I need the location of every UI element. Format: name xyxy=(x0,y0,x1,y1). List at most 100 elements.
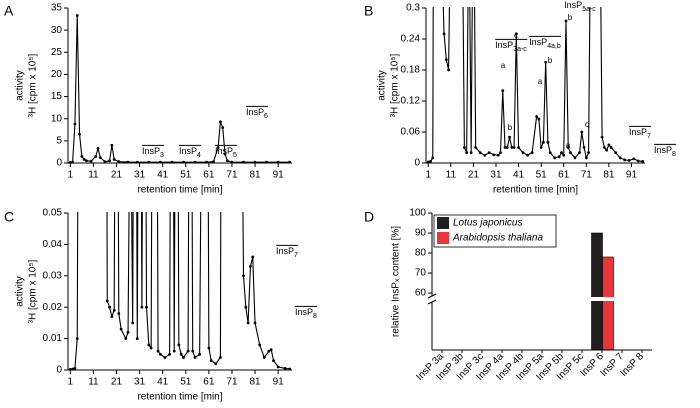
point xyxy=(112,308,116,312)
point xyxy=(483,153,487,157)
point xyxy=(503,146,507,149)
annotation: a xyxy=(538,77,543,86)
x-tick-label: 41 xyxy=(157,377,169,388)
point xyxy=(68,367,72,371)
point xyxy=(110,315,114,319)
point xyxy=(512,146,516,149)
point xyxy=(85,159,88,163)
point xyxy=(97,55,100,58)
point xyxy=(145,305,148,309)
annotation-sub: 6 xyxy=(264,113,268,120)
point xyxy=(564,19,568,23)
annotation-text: InsP xyxy=(276,246,294,256)
point xyxy=(272,359,275,362)
point xyxy=(98,156,102,160)
x-tick-label: 41 xyxy=(513,170,525,181)
annotation: c xyxy=(585,120,589,129)
annotation-text: InsP xyxy=(142,146,160,156)
annotation: b xyxy=(548,56,553,65)
point xyxy=(623,158,627,162)
y-axis-label: activity xyxy=(15,70,26,101)
y-tick-label: 0.12 xyxy=(401,96,421,107)
point xyxy=(546,140,550,144)
x-tick-label: 1 xyxy=(68,377,74,388)
annotation: b xyxy=(508,123,513,132)
point xyxy=(499,151,502,155)
point xyxy=(193,160,197,164)
point xyxy=(172,349,176,353)
point xyxy=(163,356,167,359)
x-tick-label: 1 xyxy=(68,170,74,181)
point xyxy=(135,160,139,164)
point xyxy=(618,156,622,160)
annotation-text: InsP xyxy=(295,307,313,317)
y-tick-label: 20 xyxy=(51,69,63,80)
point xyxy=(429,160,432,163)
x-tick-label: 81 xyxy=(603,170,615,181)
point xyxy=(244,305,248,309)
point xyxy=(179,352,183,356)
point xyxy=(177,343,181,347)
annotation-sub: 3a-c xyxy=(513,46,527,53)
point xyxy=(191,349,195,353)
point xyxy=(103,160,107,164)
annotation-sub: 7 xyxy=(294,252,298,259)
point xyxy=(156,349,160,353)
point xyxy=(578,151,581,155)
point xyxy=(537,117,541,121)
point xyxy=(129,55,132,58)
point xyxy=(158,160,162,164)
point xyxy=(71,160,75,164)
point xyxy=(444,58,448,62)
x-tick-label: 11 xyxy=(446,170,457,181)
point xyxy=(627,159,631,162)
x-tick-label: InsP 8 xyxy=(618,351,646,379)
panel-letter: D xyxy=(364,209,374,225)
point xyxy=(209,359,213,362)
x-tick-label: 51 xyxy=(180,377,192,388)
x-axis-label: retention time [min] xyxy=(137,185,222,196)
point xyxy=(230,160,234,164)
point xyxy=(78,132,81,136)
y-tick-label: 60 xyxy=(415,288,427,299)
point xyxy=(501,89,505,93)
panel-letter: C xyxy=(4,209,14,225)
annotation-sub: 8 xyxy=(313,313,317,320)
x-tick-label: 11 xyxy=(88,170,99,181)
y-tick-label: 80 xyxy=(415,248,427,259)
point xyxy=(117,312,121,315)
point xyxy=(212,160,215,164)
y-axis-label: ³H [cpm x 10⁵] xyxy=(28,53,39,117)
point xyxy=(505,146,509,149)
point xyxy=(68,161,72,164)
point xyxy=(508,135,511,139)
y-tick-label: 30 xyxy=(51,25,63,36)
x-tick-label: 81 xyxy=(249,377,261,388)
point xyxy=(510,146,514,149)
point xyxy=(487,151,491,155)
point xyxy=(582,146,586,149)
point xyxy=(149,346,153,350)
y-axis-label: relative InsPₓ content [%] xyxy=(391,226,402,337)
annotation-text: InsP xyxy=(246,107,264,117)
point xyxy=(517,146,520,149)
y-tick-label: 0.06 xyxy=(401,127,421,138)
annotation: InsP8 xyxy=(654,145,676,157)
point xyxy=(242,160,245,164)
annotation: InsP7 xyxy=(629,127,651,139)
point xyxy=(539,146,543,149)
point xyxy=(147,343,151,347)
annotation-sub: 5a-c xyxy=(582,6,596,13)
annotation-sub: 4a,b xyxy=(547,43,561,50)
point xyxy=(124,337,128,340)
point xyxy=(553,156,557,160)
annotation: a xyxy=(566,141,571,150)
point xyxy=(276,160,280,164)
point xyxy=(600,135,604,139)
point xyxy=(89,159,93,163)
y-tick-label: 15 xyxy=(51,91,63,102)
y-axis-label: activity xyxy=(15,276,26,307)
point xyxy=(131,321,135,325)
point xyxy=(225,159,229,163)
